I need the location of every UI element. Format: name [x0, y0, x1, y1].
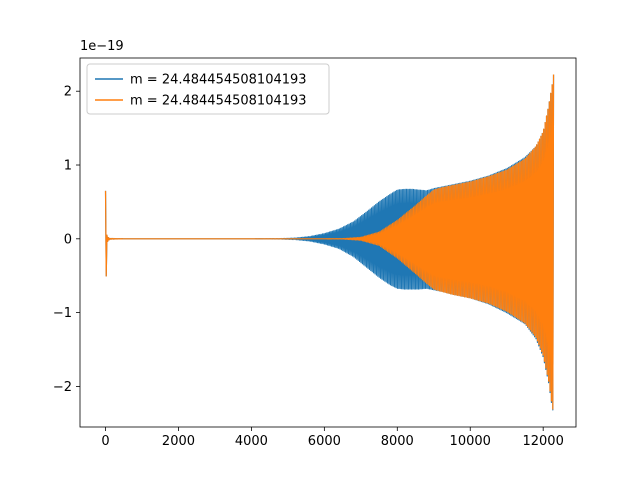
y-axis: −2 −1 0 1 2 — [53, 85, 80, 395]
legend: m = 24.484454508104193 m = 24.4844545081… — [86, 63, 330, 115]
x-axis: 0 2000 4000 6000 8000 10000 12000 — [101, 427, 564, 449]
y-tick-label: 2 — [64, 85, 72, 100]
x-tick-label: 6000 — [308, 434, 341, 449]
y-tick-label: −1 — [53, 306, 72, 321]
x-tick-label: 4000 — [235, 434, 268, 449]
x-tick-label: 8000 — [381, 434, 414, 449]
x-tick-label: 12000 — [522, 434, 563, 449]
x-tick-label: 0 — [101, 434, 109, 449]
y-tick-label: 0 — [64, 232, 72, 247]
x-tick-label: 2000 — [162, 434, 195, 449]
series-layer — [104, 74, 555, 411]
y-tick-label: 1 — [64, 159, 72, 174]
legend-label-series-2: m = 24.484454508104193 — [130, 94, 307, 109]
legend-label-series-1: m = 24.484454508104193 — [130, 73, 307, 88]
plot-frame — [79, 57, 577, 428]
legend-box — [86, 63, 330, 115]
y-axis-multiplier-label: 1e−19 — [80, 39, 124, 54]
y-tick-label: −2 — [53, 380, 72, 395]
series-line-2 — [104, 74, 555, 410]
x-tick-label: 10000 — [450, 434, 491, 449]
